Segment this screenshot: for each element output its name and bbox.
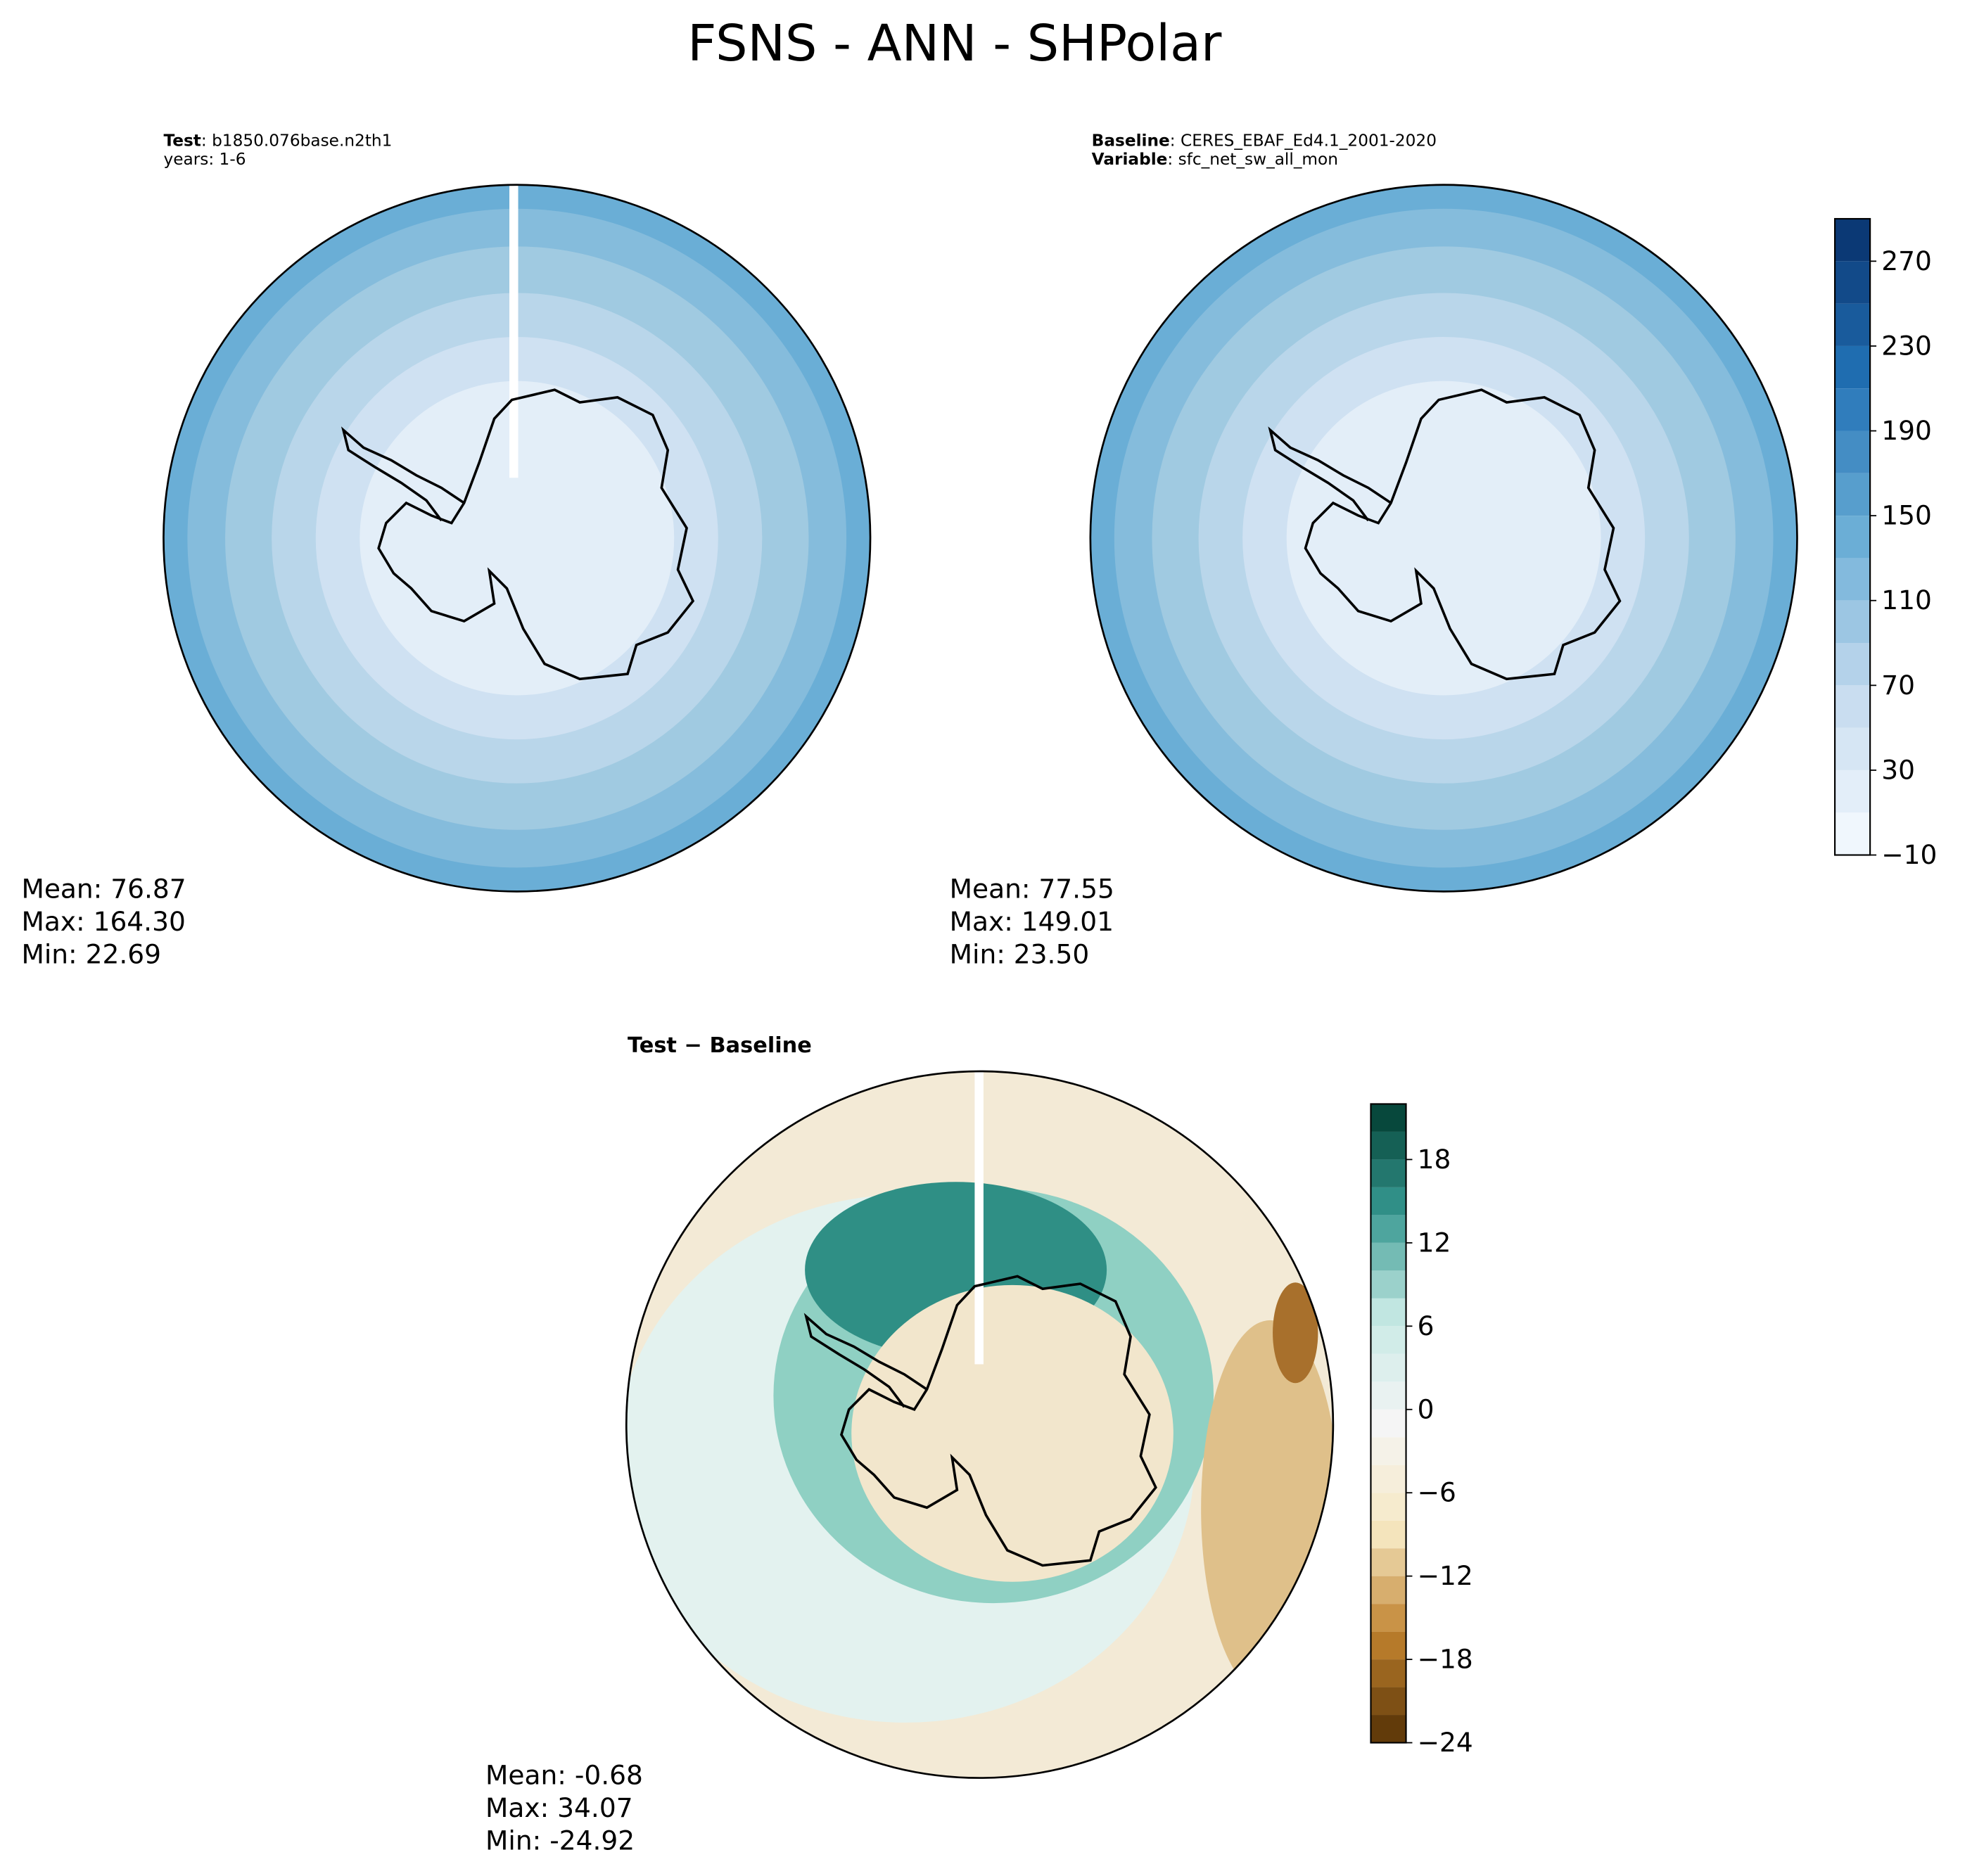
colorbar-band	[1370, 1104, 1406, 1132]
panel-header: Test − Baseline	[628, 1033, 812, 1058]
colorbar-band	[1835, 219, 1871, 262]
colorbar-band	[1370, 1715, 1406, 1743]
header-value: : b1850.076base.n2th1	[201, 131, 393, 150]
map-frame	[163, 184, 872, 893]
colorbar-tick-label: 18	[1418, 1144, 1451, 1175]
colorbar-band	[1370, 1242, 1406, 1271]
map-frame	[625, 1070, 1335, 1779]
colorbar-tick-label: −18	[1418, 1644, 1473, 1675]
diff-map	[626, 1071, 1333, 1778]
colorbar-tick-label: −12	[1418, 1560, 1473, 1591]
panel-header: years: 1-6	[163, 150, 246, 169]
colorbar-band	[1835, 430, 1871, 473]
colorbar-tick-label: −10	[1881, 839, 1937, 870]
colorbar-band	[1370, 1326, 1406, 1354]
panel-header: Test: b1850.076base.n2th1	[163, 131, 392, 150]
colorbar-band	[1835, 388, 1871, 431]
colorbar-frame	[1370, 1103, 1407, 1744]
colorbar-band	[1370, 1493, 1406, 1521]
colorbar-band	[1370, 1631, 1406, 1660]
colorbar-band	[1835, 516, 1871, 559]
test-map	[163, 184, 871, 892]
panel-header: Baseline: CERES_EBAF_Ed4.1_2001-2020	[1092, 131, 1437, 150]
colorbar-band	[1835, 812, 1871, 855]
stat: Min: -24.92	[485, 1825, 635, 1856]
colorbar-tick-label: 230	[1881, 330, 1932, 361]
header-key: Test	[163, 131, 201, 150]
colorbar-band	[1370, 1409, 1406, 1438]
colorbar-band	[1370, 1353, 1406, 1382]
colorbar-band	[1835, 558, 1871, 601]
header-key: Test − Baseline	[628, 1033, 812, 1058]
header-value: : CERES_EBAF_Ed4.1_2001-2020	[1170, 131, 1437, 150]
colorbar-band	[1835, 727, 1871, 770]
colorbar-tick-label: 270	[1881, 245, 1932, 276]
colorbar-band	[1370, 1437, 1406, 1465]
baseline-map	[1090, 184, 1798, 892]
header-value: : sfc_net_sw_all_mon	[1167, 150, 1338, 169]
stat: Min: 22.69	[21, 938, 161, 969]
colorbar-band	[1370, 1215, 1406, 1243]
colorbar-band	[1370, 1187, 1406, 1215]
colorbar-tick-label: 0	[1418, 1393, 1435, 1424]
colorbar-tick-label: 12	[1418, 1227, 1451, 1258]
colorbar-band	[1835, 345, 1871, 389]
colorbar-band	[1835, 303, 1871, 346]
colorbar-band	[1370, 1548, 1406, 1576]
colorbar-band	[1370, 1382, 1406, 1410]
stat: Max: 34.07	[485, 1792, 633, 1823]
colorbar-band	[1370, 1131, 1406, 1160]
colorbar-band	[1835, 770, 1871, 813]
colorbar-band	[1835, 261, 1871, 304]
colorbar-band	[1835, 473, 1871, 516]
stat: Max: 164.30	[21, 906, 185, 937]
colorbar-tick-label: −24	[1418, 1727, 1473, 1758]
colorbar-band	[1370, 1659, 1406, 1687]
colorbar-band	[1370, 1687, 1406, 1716]
stat: Mean: 76.87	[21, 873, 186, 904]
colorbar-band	[1370, 1576, 1406, 1604]
colorbar-band	[1370, 1604, 1406, 1632]
colorbar-band	[1370, 1159, 1406, 1187]
colorbar-frame	[1834, 217, 1871, 856]
colorbar-tick-label: 150	[1881, 500, 1932, 531]
panel-header: Variable: sfc_net_sw_all_mon	[1092, 150, 1338, 169]
colorbar-tick-label: 6	[1418, 1310, 1435, 1341]
stat: Mean: 77.55	[950, 873, 1114, 904]
map-frame	[1089, 184, 1798, 893]
header-key: Baseline	[1092, 131, 1170, 150]
header-key: Variable	[1092, 150, 1168, 169]
colorbar-tick-label: 110	[1881, 585, 1932, 615]
colorbar-band	[1370, 1298, 1406, 1327]
colorbar-band	[1835, 643, 1871, 686]
header-value: years: 1-6	[163, 150, 246, 169]
colorbar-band	[1370, 1465, 1406, 1493]
title: FSNS - ANN - SHPolar	[687, 14, 1222, 72]
colorbar-tick-label: 30	[1881, 754, 1915, 785]
colorbar-band	[1370, 1270, 1406, 1298]
stat: Min: 23.50	[950, 938, 1090, 969]
colorbar-tick-label: −6	[1418, 1477, 1456, 1508]
colorbar-band	[1835, 600, 1871, 644]
colorbar-band	[1370, 1520, 1406, 1549]
colorbar-tick-label: 70	[1881, 670, 1915, 701]
stat: Max: 149.01	[950, 906, 1114, 937]
colorbar-band	[1835, 685, 1871, 728]
colorbar-tick-label: 190	[1881, 415, 1932, 446]
stat: Mean: -0.68	[485, 1760, 643, 1791]
